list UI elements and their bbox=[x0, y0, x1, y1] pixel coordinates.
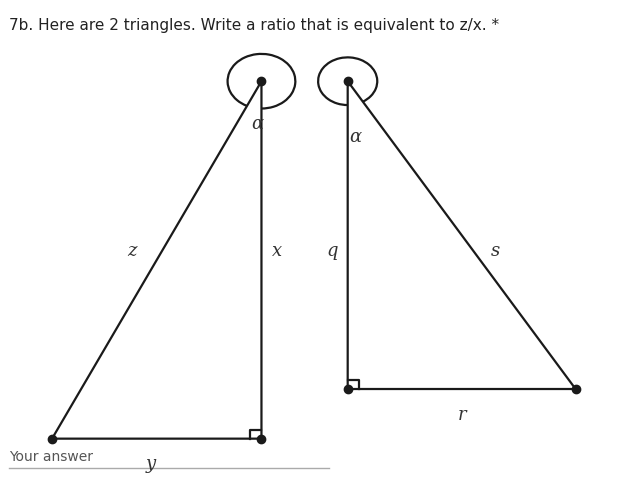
Text: r: r bbox=[457, 405, 466, 423]
Text: z: z bbox=[127, 241, 137, 260]
Text: y: y bbox=[145, 454, 155, 472]
Text: α: α bbox=[251, 115, 263, 133]
Text: 7b. Here are 2 triangles. Write a ratio that is equivalent to z/x. *: 7b. Here are 2 triangles. Write a ratio … bbox=[9, 18, 499, 33]
Text: α: α bbox=[349, 128, 361, 145]
Text: s: s bbox=[491, 241, 500, 260]
Text: q: q bbox=[326, 241, 338, 260]
Text: x: x bbox=[272, 241, 282, 260]
Text: Your answer: Your answer bbox=[9, 449, 93, 462]
